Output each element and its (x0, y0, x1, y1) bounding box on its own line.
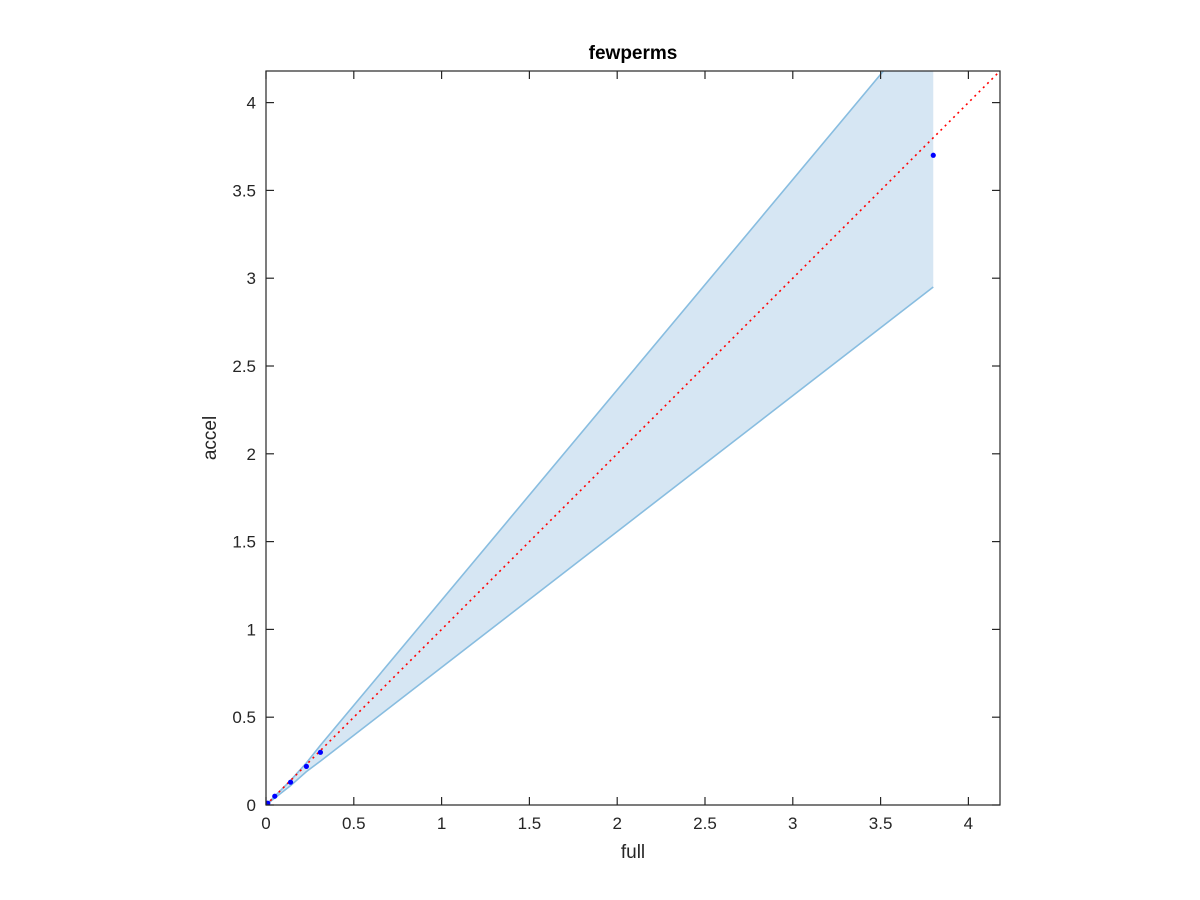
y-tick-label: 3 (247, 269, 256, 288)
data-point (317, 749, 324, 755)
y-tick-label: 2.5 (232, 357, 256, 376)
confidence-band (266, 71, 934, 805)
band-lower-line (266, 286, 934, 805)
data-point (930, 152, 936, 158)
y-tick-label: 2 (247, 445, 256, 464)
axes-box (265, 70, 1001, 806)
x-tick-label: 1.5 (518, 814, 542, 833)
y-tick-label: 1 (247, 620, 256, 639)
x-tick-label: 2.5 (693, 814, 717, 833)
y-tick-label: 0 (247, 796, 256, 815)
data-point (287, 779, 294, 785)
x-tick-label: 2 (612, 814, 621, 833)
x-tick-label: 3 (788, 814, 797, 833)
data-point (272, 793, 278, 799)
y-tick-label: 4 (247, 94, 256, 113)
axes-ticks: 0 0.5 1 1.5 2 2.5 3 3.5 4 0 0.5 1 1.5 2 2.5 3 3.5 4 (232, 71, 1000, 833)
x-tick-label: 1 (437, 814, 446, 833)
plot-area (266, 71, 1000, 805)
x-tick-label: 0.5 (342, 814, 366, 833)
y-tick-label: 0.5 (232, 708, 256, 727)
data-point (266, 800, 271, 805)
x-tick-label: 0 (261, 814, 270, 833)
chart-title: fewperms (589, 43, 678, 64)
y-tick-label: 1.5 (232, 533, 256, 552)
y-axis-label: accel (200, 416, 221, 460)
x-tick-label: 4 (964, 814, 973, 833)
x-axis-label: full (621, 842, 645, 863)
y-tick-label: 3.5 (232, 181, 256, 200)
reference-line (266, 71, 1000, 805)
x-tick-label: 3.5 (869, 814, 893, 833)
data-point (303, 763, 309, 769)
